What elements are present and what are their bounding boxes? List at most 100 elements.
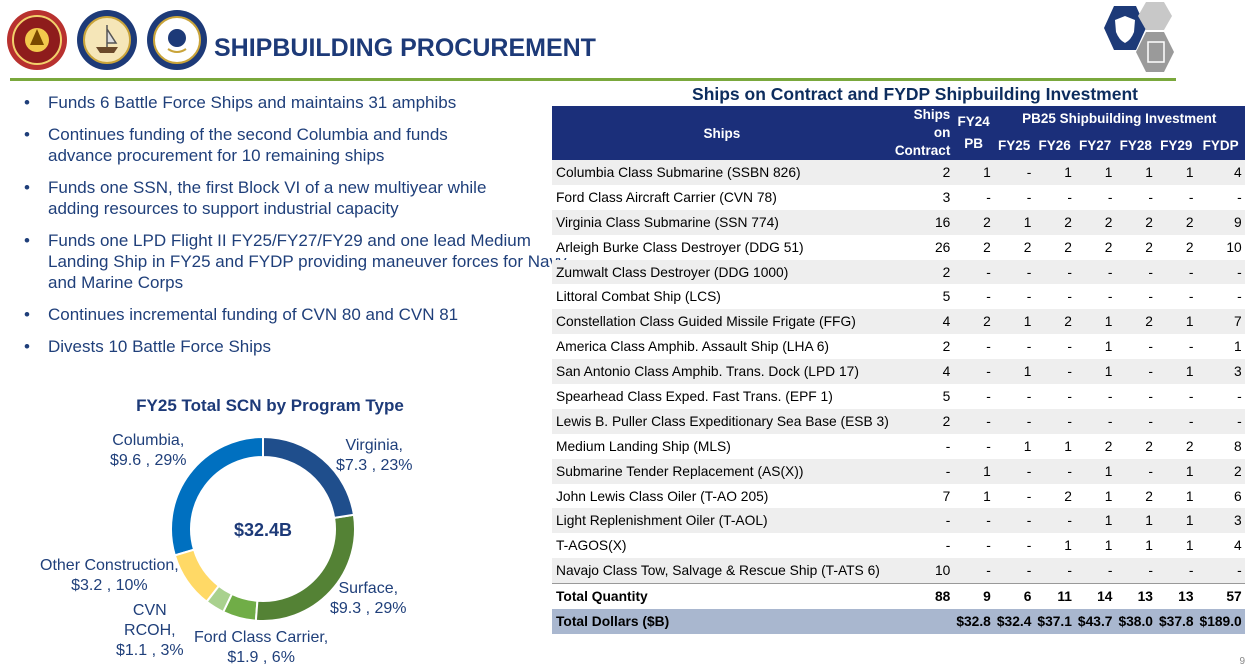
value-cell: 1 [1104,339,1113,355]
shield-hex-icon [1104,2,1174,72]
ship-name-cell: Navajo Class Tow, Salvage & Rescue Ship … [552,558,892,584]
value-cell: 4 [891,309,954,335]
navy-department-seal [77,10,137,70]
value-cell: 13 [1115,583,1156,610]
value-cell: 1 [1064,538,1072,554]
value-cell: 1 [1185,488,1194,504]
value-cell: - [1155,558,1197,584]
value-cell: - [1188,289,1194,305]
chart-title: FY25 Total SCN by Program Type [136,396,404,415]
value-cell: - [1148,339,1153,355]
total-dollars-row: Total Dollars ($B) $32.8 $32.4 $37.1 $43.7 $3… [552,609,1245,634]
total-quantity-row: Total Quantity 88 9 6 11 14 13 13 57 [552,583,1245,610]
table-row: Constellation Class Guided Missile Friga… [552,309,1245,335]
header-pb25-investment: PB25 Shipbuilding Investment [993,106,1245,132]
value-cell: 13 [1155,583,1197,610]
value-cell: 16 [891,209,954,235]
ship-name-cell: Arleigh Burke Class Destroyer (DDG 51) [556,239,804,255]
ship-name-cell: Virginia Class Submarine (SSN 774) [552,209,892,235]
value-cell: - [986,438,991,454]
value-cell: 1 [1155,508,1197,534]
label-ford-class-carrier: Ford Class Carrier, $1.9 , 6% [194,629,329,666]
value-cell: - [1115,259,1156,285]
bullet-symbol: • [24,305,30,324]
value-cell: - [993,160,1035,185]
value-cell: 1 [1185,538,1194,554]
value-cell: 3 [1196,359,1245,385]
bullet-item: • Continues funding of the second Columbi… [24,125,448,165]
label-surface: Surface, $9.3 , 29% [330,580,407,617]
value-cell: - [1196,558,1245,584]
value-cell: - [1237,189,1242,205]
value-cell: - [945,438,951,454]
value-cell: - [1026,488,1032,504]
table-row: San Antonio Class Amphib. Trans. Dock (L… [552,359,1245,385]
value-cell: 1 [1155,160,1197,185]
value-cell: - [891,508,954,534]
value-cell: - [1067,189,1072,205]
donut-slice-other-construction [173,548,221,604]
bullet-symbol: • [24,93,30,112]
ship-name-cell: Total Dollars ($B) [552,609,892,634]
bullet-symbol: • [24,337,30,356]
value-cell: - [1188,388,1194,404]
value-cell: 2 [953,309,994,335]
value-cell: - [1188,189,1194,205]
ship-name-cell: Ford Class Aircraft Carrier (CVN 78) [556,189,777,205]
title-divider [10,78,1176,81]
bullet-item: • Continues incremental funding of CVN 80… [24,305,459,324]
table-row: America Class Amphib. Assault Ship (LHA … [552,334,1245,359]
header-fy25: FY25 [993,131,1035,160]
bullet-item: • Funds 6 Battle Force Ships and maintain… [24,93,457,112]
value-cell: 1 [993,359,1035,385]
value-cell: $38.0 [1115,609,1156,634]
value-cell: 1 [1155,458,1197,484]
value-cell: 2 [953,209,994,235]
value-cell: 2 [1064,488,1072,504]
value-cell: 6 [1234,488,1242,504]
value-cell: 14 [1074,583,1116,610]
value-cell: 2 [891,160,954,185]
value-cell: - [1026,538,1032,554]
table-row: Medium Landing Ship (MLS) - - 1 1 2 2 2 8 [552,434,1245,459]
value-cell: 4 [891,359,954,385]
ship-name-cell: Total Quantity [552,583,892,610]
value-cell: 1 [1064,438,1072,454]
bullet-symbol: • [24,125,30,144]
value-cell: 3 [942,189,951,205]
value-cell: 2 [1104,438,1113,454]
header-fydp: FYDP [1196,131,1245,160]
value-cell: 2 [1115,309,1156,335]
value-cell: - [1034,408,1075,434]
value-cell: 1 [1115,508,1156,534]
value-cell: - [993,508,1035,534]
value-cell: 2 [891,408,954,434]
value-cell: 1 [993,309,1035,335]
value-cell: - [1115,359,1156,385]
value-cell: 1 [993,209,1035,235]
value-cell: 4 [1234,538,1242,554]
value-cell: - [1034,508,1075,534]
table-row: Zumwalt Class Destroyer (DDG 1000) 2- - - - -… [552,259,1245,285]
value-cell: - [986,289,991,305]
value-cell [891,609,954,634]
value-cell: 10 [891,558,954,584]
header-fy29: FY29 [1155,131,1197,160]
value-cell: 1 [1074,458,1116,484]
donut-chart: $32.4B [170,436,356,622]
value-cell: $37.1 [1034,609,1075,634]
table-row: Light Replenishment Oiler (T-AOL) - - - -1 1 1… [552,508,1245,534]
value-cell: - [1107,388,1113,404]
bullet-symbol: • [24,178,30,197]
value-cell: 1 [1104,538,1113,554]
value-cell: - [1026,339,1032,355]
value-cell: $189.0 [1196,609,1245,634]
us-navy-emblem [147,10,207,70]
value-cell: 2 [1185,438,1194,454]
value-cell: 4 [1196,160,1245,185]
header-fy24-pb: FY24 PB [953,106,994,160]
ships-table: Ships Ships on Contract FY24 PB PB25 Shi… [552,106,1245,634]
value-cell: - [945,538,951,554]
value-cell: - [953,408,994,434]
value-cell: - [986,388,991,404]
